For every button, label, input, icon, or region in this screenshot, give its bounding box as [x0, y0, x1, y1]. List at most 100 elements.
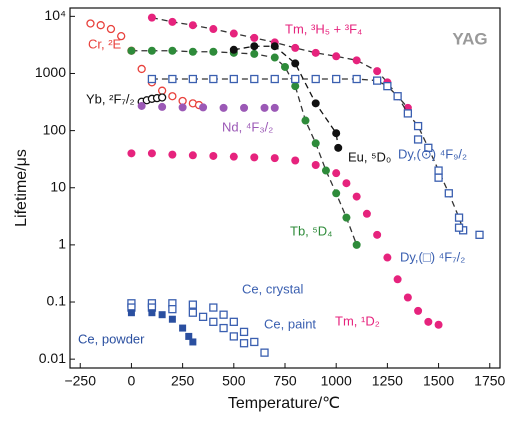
point	[168, 46, 177, 55]
point	[229, 317, 238, 326]
point	[250, 49, 259, 58]
y-tick-label: 0.1	[47, 293, 67, 309]
point	[188, 21, 197, 30]
x-tick-label: 250	[171, 373, 195, 389]
point	[403, 293, 412, 302]
point	[86, 19, 95, 28]
y-tick-label: 0.01	[39, 350, 66, 366]
series-label: Ce, paint	[264, 316, 316, 331]
point	[240, 103, 249, 112]
point	[219, 310, 228, 319]
point	[250, 74, 259, 84]
point	[188, 47, 197, 56]
point	[311, 139, 320, 148]
point	[250, 337, 259, 347]
point	[260, 348, 269, 357]
point	[444, 189, 453, 198]
point	[321, 166, 330, 175]
point	[147, 13, 156, 22]
point	[352, 240, 361, 249]
series-label: Tm, ¹D₂	[335, 313, 380, 328]
point	[352, 56, 361, 65]
point	[209, 303, 218, 312]
series-label: Ce, crystal	[242, 281, 304, 296]
x-axis-label: Temperature/℃	[228, 395, 340, 412]
point	[188, 308, 198, 317]
point	[209, 317, 218, 326]
point	[352, 192, 361, 201]
point	[148, 309, 156, 317]
point	[188, 151, 197, 160]
point	[229, 45, 238, 54]
y-tick-label: 1	[58, 236, 66, 252]
point	[147, 149, 156, 158]
point	[117, 32, 126, 41]
point	[270, 42, 279, 51]
point	[434, 320, 443, 329]
point	[168, 92, 177, 101]
point	[157, 86, 167, 95]
point	[229, 74, 238, 84]
y-tick-label: 10⁴	[44, 7, 66, 23]
x-tick-label: −250	[64, 373, 96, 389]
point	[424, 143, 433, 152]
x-tick-label: 750	[273, 373, 297, 389]
series-label: Dy,(□) ⁴F₇/₂	[400, 249, 465, 264]
point	[270, 103, 279, 112]
point	[383, 253, 392, 262]
point	[332, 129, 341, 138]
point	[198, 312, 208, 322]
point	[413, 135, 423, 144]
point	[334, 143, 343, 152]
point	[209, 47, 218, 56]
point	[168, 150, 177, 159]
point	[434, 166, 443, 175]
point	[168, 305, 177, 314]
point	[219, 323, 228, 333]
series-label: Ce, powder	[78, 331, 145, 346]
point	[373, 67, 382, 76]
point	[147, 46, 156, 55]
point	[383, 82, 392, 91]
point	[229, 332, 238, 341]
series-label: Tm, ³H₅ + ³F₄	[285, 21, 362, 36]
point	[209, 151, 218, 160]
point	[188, 300, 198, 309]
point	[250, 153, 259, 162]
point	[188, 74, 198, 84]
point	[250, 33, 259, 42]
x-tick-label: 1250	[372, 373, 403, 389]
x-tick-label: 0	[128, 373, 136, 389]
point	[250, 42, 259, 51]
point	[179, 324, 187, 332]
point	[291, 59, 300, 68]
series-label: Eu, ⁵D₀	[348, 149, 391, 164]
point	[158, 311, 166, 319]
point	[332, 169, 341, 178]
point	[189, 338, 197, 346]
y-tick-label: 10	[50, 178, 66, 194]
series-line	[151, 16, 409, 109]
point	[106, 24, 116, 34]
point	[311, 99, 320, 108]
point	[137, 64, 146, 74]
y-axis-label: Lifetime/μs	[13, 149, 30, 227]
x-tick-label: 1750	[474, 373, 505, 389]
y-tick-label: 100	[43, 121, 67, 137]
point	[168, 74, 177, 84]
series-label: Cr, ²E	[88, 36, 122, 51]
x-tick-label: 1000	[321, 373, 352, 389]
point	[291, 82, 300, 91]
point	[137, 101, 146, 110]
point	[413, 121, 423, 131]
point	[219, 103, 228, 112]
point	[301, 116, 310, 125]
point	[475, 230, 484, 239]
point	[147, 74, 157, 84]
point	[342, 179, 351, 188]
point	[209, 74, 218, 84]
point	[393, 275, 402, 284]
point	[96, 21, 105, 30]
point	[332, 74, 341, 84]
point	[454, 223, 464, 232]
